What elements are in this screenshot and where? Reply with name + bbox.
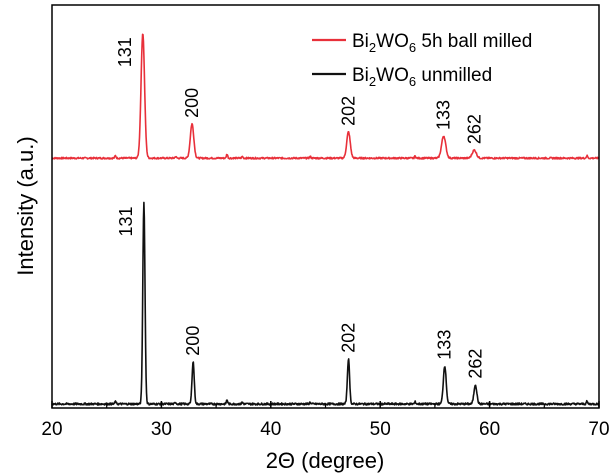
x-tick-label: 20 (41, 419, 62, 440)
x-tick-label: 60 (479, 419, 500, 440)
x-tick-label: 30 (151, 419, 172, 440)
plot-series-group (51, 33, 600, 406)
peak-label: 202 (339, 323, 359, 353)
x-tick-label: 40 (260, 419, 281, 440)
legend-label-1: Bi2WO6 unmilled (352, 65, 492, 89)
peak-label: 262 (465, 349, 485, 379)
peak-label: 133 (435, 330, 455, 360)
peak-labels-group: 131 200 202 133 262 131 200 202 133 262 (115, 37, 486, 378)
peak-label: 131 (116, 207, 136, 237)
y-axis-title: Intensity (a.u.) (13, 136, 38, 275)
peak-label: 200 (183, 326, 203, 356)
legend-label-0: Bi2WO6 5h ball milled (352, 31, 532, 55)
x-tick-label: 70 (588, 419, 609, 440)
peak-label: 200 (182, 88, 202, 118)
peak-label: 133 (434, 100, 454, 130)
series-line-1 (51, 201, 600, 406)
x-axis-title: 2Θ (degree) (266, 448, 385, 473)
legend: Bi2WO6 5h ball milled Bi2WO6 unmilled (312, 31, 532, 89)
x-tick-label: 50 (370, 419, 391, 440)
x-axis: 20 30 40 50 60 70 (41, 401, 610, 440)
peak-label: 202 (339, 96, 359, 126)
peak-label: 262 (464, 114, 484, 144)
series-line-0 (51, 33, 600, 160)
peak-label: 131 (115, 37, 135, 67)
